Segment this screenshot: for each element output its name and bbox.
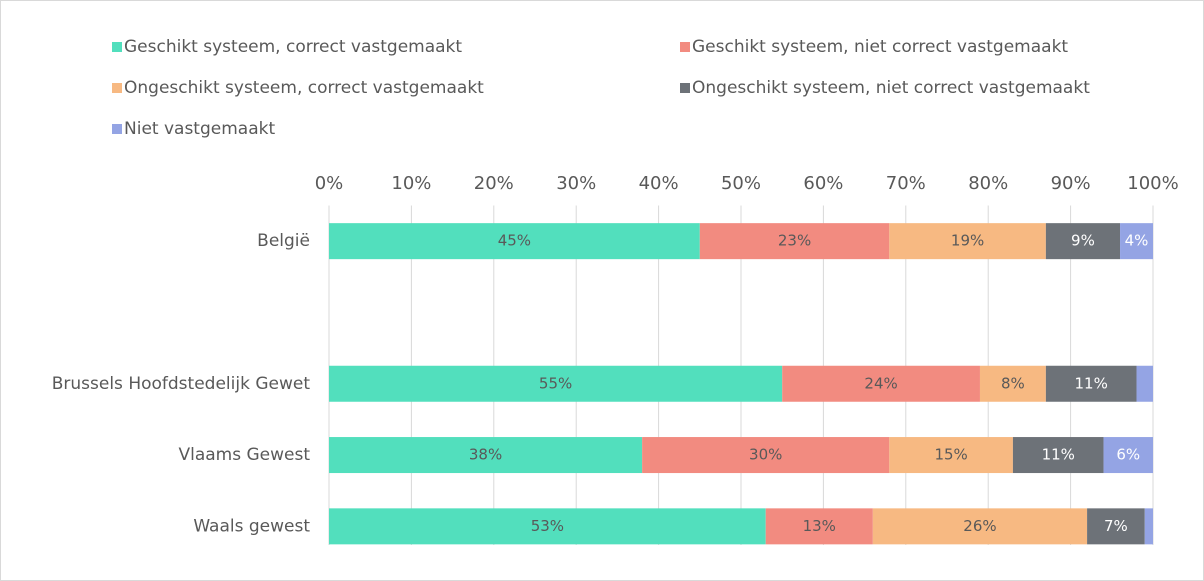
data-label: 23%	[778, 232, 811, 250]
legend-label: Ongeschikt systeem, correct vastgemaakt	[124, 78, 484, 98]
data-label: 30%	[749, 446, 782, 464]
legend-swatch	[112, 83, 122, 93]
data-label: 15%	[934, 446, 967, 464]
x-tick-label: 30%	[556, 173, 596, 194]
legend-label: Geschikt systeem, correct vastgemaakt	[124, 37, 462, 57]
data-label: 13%	[803, 517, 836, 535]
x-tick-label: 60%	[803, 173, 843, 194]
legend-swatch	[112, 124, 122, 134]
bar-segment	[889, 437, 1013, 474]
data-label: 55%	[539, 374, 572, 392]
bar-segment	[329, 223, 700, 260]
legend-swatch	[680, 83, 690, 93]
bar-segment	[765, 508, 873, 545]
bar-segment	[329, 508, 766, 545]
data-label: 24%	[864, 374, 897, 392]
bar-segment	[1045, 365, 1137, 402]
x-tick-label: 20%	[474, 173, 514, 194]
data-label: 45%	[498, 232, 531, 250]
data-label: 26%	[963, 517, 996, 535]
x-tick-label: 70%	[886, 173, 926, 194]
data-label: 38%	[469, 446, 502, 464]
bar-segment	[872, 508, 1088, 545]
bar-segment	[1103, 437, 1153, 474]
bar-segment	[1120, 223, 1153, 260]
x-tick-label: 50%	[721, 173, 761, 194]
data-label: 4%	[1125, 232, 1149, 250]
data-label: 11%	[1075, 374, 1108, 392]
bar-segment	[329, 437, 643, 474]
bar-segment	[699, 223, 890, 260]
data-label: 19%	[951, 232, 984, 250]
y-tick-label: Vlaams Gewest	[178, 445, 310, 465]
x-tick-label: 80%	[968, 173, 1008, 194]
bar-segment	[782, 365, 980, 402]
data-label: 11%	[1042, 446, 1075, 464]
data-label: 9%	[1071, 232, 1095, 250]
data-label: 53%	[531, 517, 564, 535]
legend-swatch	[112, 42, 122, 52]
bar-segment	[1136, 365, 1153, 402]
y-tick-label: België	[257, 231, 310, 251]
bar-segment	[329, 365, 783, 402]
legend-label: Geschikt systeem, niet correct vastgemaa…	[692, 37, 1068, 57]
bar-segment	[1144, 508, 1153, 545]
bar-segment	[1012, 437, 1104, 474]
x-tick-label: 0%	[315, 173, 344, 194]
data-label: 8%	[1001, 374, 1025, 392]
x-tick-label: 90%	[1051, 173, 1091, 194]
y-tick-label: Brussels Hoofdstedelijk Gewet	[52, 374, 311, 394]
bar-segment	[979, 365, 1046, 402]
legend-label: Ongeschikt systeem, niet correct vastgem…	[692, 78, 1090, 98]
bar-segment	[889, 223, 1046, 260]
legend-label: Niet vastgemaakt	[124, 119, 275, 139]
x-tick-label: 10%	[391, 173, 431, 194]
bar-segment	[642, 437, 890, 474]
data-label: 7%	[1104, 517, 1128, 535]
x-tick-label: 40%	[639, 173, 679, 194]
x-tick-label: 100%	[1127, 173, 1178, 194]
bar-segment	[1045, 223, 1121, 260]
bar-segment	[1087, 508, 1145, 545]
legend-swatch	[680, 42, 690, 52]
y-tick-label: Waals gewest	[193, 516, 310, 536]
data-label: 6%	[1116, 446, 1140, 464]
